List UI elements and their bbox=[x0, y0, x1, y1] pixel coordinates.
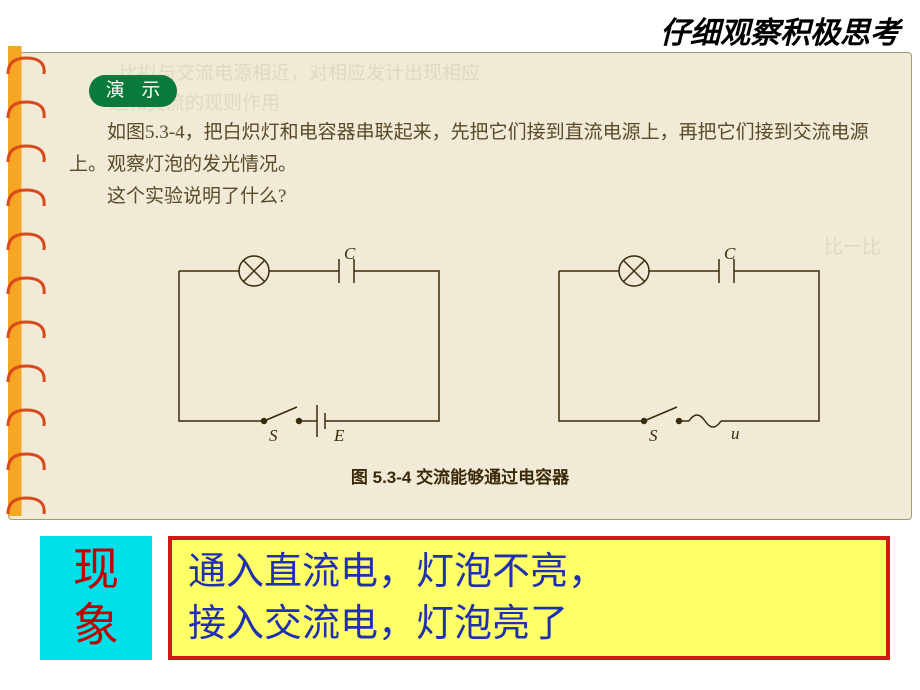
body-text: 如图5.3-4，把白炽灯和电容器串联起来，先把它们接到直流电源上，再把它们接到交… bbox=[69, 117, 881, 213]
paragraph-1: 如图5.3-4，把白炽灯和电容器串联起来，先把它们接到直流电源上，再把它们接到交… bbox=[69, 117, 881, 181]
demo-badge: 演 示 bbox=[89, 75, 177, 107]
svg-text:E: E bbox=[333, 426, 345, 441]
textbook-excerpt: 比拟与交流电源相近，对相应发计出现相应 适和交流的现则作用 比一比 演 示 如图… bbox=[8, 52, 912, 520]
result-line-2: 接入交流电，灯泡亮了 bbox=[188, 598, 886, 650]
circuit-diagram-area: C S E bbox=[89, 231, 849, 461]
svg-text:S: S bbox=[269, 426, 278, 441]
result-line-1: 通入直流电，灯泡不亮， bbox=[188, 546, 886, 598]
spiral-binding: for (let i = 0; i < 11; i++) { document.… bbox=[8, 46, 44, 516]
svg-text:C: C bbox=[724, 244, 736, 263]
dc-circuit: C S E bbox=[159, 241, 469, 441]
page-header: 仔细观察积极思考 bbox=[660, 8, 900, 52]
figure-caption: 图 5.3-4 交流能够通过电容器 bbox=[9, 463, 911, 488]
phenomenon-result: 通入直流电，灯泡不亮， 接入交流电，灯泡亮了 bbox=[168, 536, 890, 660]
svg-text:u: u bbox=[731, 424, 740, 441]
summary-row: 现 象 通入直流电，灯泡不亮， 接入交流电，灯泡亮了 bbox=[40, 536, 890, 660]
svg-text:C: C bbox=[344, 244, 356, 263]
paragraph-2: 这个实验说明了什么? bbox=[69, 181, 881, 213]
label-char-1: 现 bbox=[73, 542, 119, 598]
svg-text:S: S bbox=[649, 426, 658, 441]
ac-circuit: C S u bbox=[539, 241, 849, 441]
phenomenon-label: 现 象 bbox=[40, 536, 152, 660]
label-char-2: 象 bbox=[73, 598, 119, 654]
